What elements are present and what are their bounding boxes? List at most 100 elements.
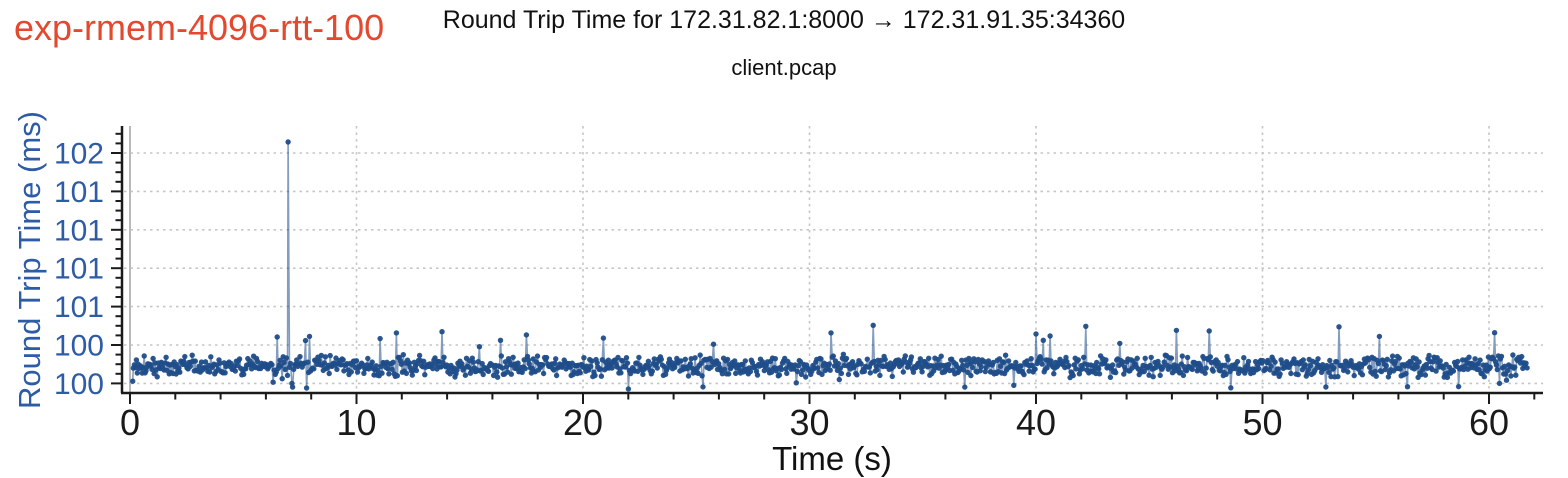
rtt-point — [970, 364, 976, 371]
rtt-point — [938, 353, 944, 359]
experiment-heading: exp-rmem-4096-rtt-100 — [14, 7, 385, 48]
rtt-point — [476, 344, 483, 350]
rtt-point — [1018, 363, 1024, 369]
rtt-point — [908, 354, 915, 360]
rtt-point — [1426, 352, 1432, 359]
rtt-point — [1005, 358, 1012, 364]
rtt-point — [1331, 365, 1337, 371]
rtt-point — [1455, 358, 1461, 365]
rtt-point — [798, 371, 805, 378]
rtt-point — [189, 352, 195, 358]
rtt-point — [208, 354, 214, 360]
rtt-point — [597, 366, 603, 372]
rtt-point — [959, 357, 965, 363]
rtt-point — [553, 372, 560, 379]
rtt-point — [622, 364, 629, 370]
rtt-point — [439, 329, 445, 335]
rtt-point — [724, 356, 731, 363]
rtt-point — [287, 360, 294, 367]
rtt-point — [1079, 366, 1086, 372]
x-tick-label: 20 — [563, 402, 603, 443]
rtt-point — [1002, 352, 1009, 358]
rtt-point — [733, 370, 739, 377]
rtt-point — [699, 373, 705, 379]
rtt-point — [499, 365, 505, 371]
rtt-point — [975, 356, 981, 363]
rtt-point — [340, 357, 346, 363]
rtt-point — [1083, 323, 1089, 329]
rtt-point — [1481, 374, 1488, 380]
rtt-point — [269, 362, 275, 368]
rtt-point — [1373, 373, 1379, 379]
rtt-point — [726, 371, 732, 377]
rtt-point — [615, 354, 621, 361]
rtt-point — [1150, 374, 1156, 380]
rtt-point — [1422, 372, 1429, 378]
rtt-point — [772, 356, 778, 362]
rtt-point — [1215, 359, 1221, 366]
rtt-point — [1113, 369, 1119, 376]
rtt-point — [1493, 362, 1500, 368]
rtt-point — [588, 363, 594, 370]
rtt-point — [182, 353, 188, 360]
x-tick-label: 30 — [789, 402, 829, 443]
rtt-point — [361, 370, 367, 376]
rtt-point — [1307, 363, 1314, 369]
rtt-point — [1397, 366, 1403, 372]
rtt-point — [485, 368, 492, 374]
rtt-point — [1070, 372, 1076, 379]
rtt-point — [462, 372, 469, 378]
rtt-point — [719, 371, 726, 377]
rtt-point — [441, 354, 447, 360]
rtt-point — [1367, 364, 1373, 371]
rtt-point — [422, 372, 428, 378]
rtt-point — [1134, 355, 1140, 361]
rtt-point — [543, 354, 550, 361]
rtt-point — [375, 367, 381, 374]
rtt-point — [360, 362, 366, 368]
rtt-point — [523, 332, 530, 338]
rtt-point — [1335, 373, 1341, 380]
rtt-point — [1403, 370, 1409, 377]
rtt-point — [960, 362, 966, 368]
rtt-point — [409, 372, 415, 378]
rtt-point — [1001, 359, 1007, 365]
rtt-point — [1168, 355, 1175, 361]
rtt-point — [700, 384, 706, 390]
rtt-point — [241, 371, 247, 377]
rtt-point — [1184, 354, 1191, 361]
rtt-point — [303, 385, 310, 391]
rtt-point — [849, 359, 856, 365]
rtt-point — [567, 364, 573, 370]
rtt-point — [916, 360, 922, 366]
rtt-point — [1160, 364, 1166, 370]
rtt-point — [640, 371, 646, 378]
rtt-point — [654, 365, 660, 371]
rtt-point — [682, 356, 688, 362]
rtt-point — [130, 378, 136, 384]
rtt-point — [393, 330, 400, 336]
rtt-point — [198, 359, 205, 365]
rtt-point — [794, 368, 801, 375]
rtt-point — [624, 360, 631, 366]
rtt-point — [1109, 362, 1116, 368]
rtt-point — [207, 369, 213, 375]
rtt-point — [1385, 374, 1392, 380]
rtt-point — [521, 357, 527, 363]
rtt-point — [385, 366, 391, 372]
y-tick-label: 100 — [54, 368, 104, 401]
rtt-point — [494, 369, 500, 375]
rtt-point — [605, 357, 612, 363]
rtt-point — [1455, 383, 1462, 390]
rtt-point — [793, 380, 799, 386]
rtt-point — [202, 359, 209, 365]
rtt-point — [1241, 355, 1247, 361]
rtt-point — [1044, 365, 1050, 371]
rtt-point — [1033, 331, 1039, 337]
rtt-point — [1513, 372, 1519, 378]
rtt-point — [1275, 366, 1281, 372]
rtt-point — [889, 373, 895, 380]
rtt-point — [413, 367, 420, 374]
rtt-point — [1323, 384, 1329, 390]
rtt-point — [623, 355, 630, 361]
